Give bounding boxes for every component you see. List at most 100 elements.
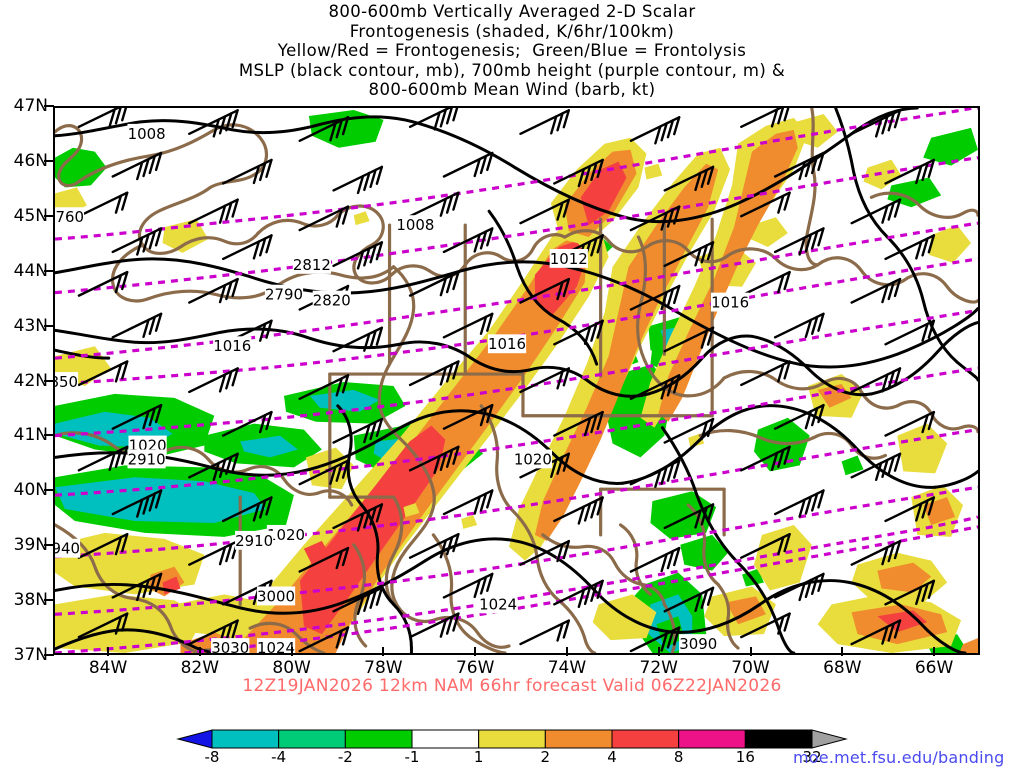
colorbar-band [544,729,613,749]
wind-barb [850,539,902,566]
x-tick-label: 82W [180,658,220,678]
wind-barb [663,503,715,530]
wind-barb [773,489,825,518]
y-tick-label: 46N [13,150,48,171]
svg-text:3090: 3090 [679,635,717,653]
colorbar-band [211,729,280,749]
colorbar [176,729,848,749]
wind-barb [442,403,494,430]
wind-barb [332,326,384,353]
wind-barb [884,579,936,606]
y-tick-label: 43N [13,315,48,336]
wind-barb [408,445,460,475]
svg-text:1020: 1020 [514,450,552,468]
wind-barb [740,270,791,297]
wind-barb [332,417,384,444]
wind-barb [850,452,902,482]
svg-text:2790: 2790 [265,286,303,304]
height-contour-label: 3090 [679,634,718,653]
wind-barb [519,619,571,646]
wind-barb [629,205,681,232]
wind-barb [442,572,494,599]
height-contour-label: 2820 [312,290,351,310]
x-tick-label: 72W [639,658,678,678]
colorbar-over-arrow [811,729,848,749]
wind-barb [773,572,825,602]
wind-barb [298,459,350,486]
wind-barb [519,198,571,225]
chart-title: 800-600mb Vertically Averaged 2-D Scalar… [0,2,1024,100]
x-tick-mark [657,647,660,656]
colorbar-tick-label: 8 [673,748,684,766]
wind-barb [77,445,129,472]
colorbar-tick-label: 16 [735,748,755,766]
wind-barb [740,612,791,639]
svg-text:1016: 1016 [711,294,749,312]
wind-barb [408,108,459,131]
svg-text:3030: 3030 [211,639,249,653]
title-line-3: Yellow/Red = Frontogenesis; Green/Blue =… [277,41,747,61]
x-tick-label: 70W [731,658,770,678]
wind-barb [332,165,384,195]
wind-barb [629,116,681,145]
wind-barbs [77,108,936,653]
wind-barb [408,533,460,559]
wind-barb [740,108,790,129]
colorbar-band [744,729,813,749]
x-tick-mark [382,647,385,656]
colorbar-tick-labels: -8 -4 -2 -1 1 2 4 8 16 32 [176,748,848,768]
y-tick-label: 44N [13,260,48,281]
svg-text:1020: 1020 [267,526,305,544]
wind-barb [884,496,936,523]
height-contour-label: 2910 [127,449,166,468]
wind-barb [663,165,715,192]
mslp-contour-label: 1016 [213,336,252,355]
x-tick-mark [474,647,477,656]
wind-barb [408,612,460,639]
x-tick-mark [749,647,752,656]
svg-text:1024: 1024 [479,595,517,613]
forecast-caption: 12Z19JAN2026 12km NAM 66hr forecast Vali… [242,676,782,696]
wind-barb [332,241,384,270]
height-contour-label: 2790 [264,284,304,304]
height-contour-label: 2812 [292,254,332,274]
wind-barb [850,277,902,304]
wind-barb [773,403,825,430]
wind-barb [111,312,163,339]
svg-text:1016: 1016 [488,335,526,353]
height-contour-label: 2910 [235,530,274,550]
colorbar-under-arrow [176,729,213,749]
colorbar-band [278,729,346,749]
wind-barb [553,410,604,437]
svg-text:1012: 1012 [550,250,588,268]
wind-barb [519,109,571,136]
x-tick-mark [933,647,936,656]
wind-barb [77,533,129,559]
wind-barb [298,205,350,232]
svg-text:2850: 2850 [55,373,78,391]
wind-barb [773,227,825,256]
wind-barb [77,191,129,218]
svg-text:2760: 2760 [55,208,84,226]
y-tick-label: 45N [13,205,48,226]
wind-barb [188,367,239,394]
wind-barb [111,403,163,430]
height-contour-label: 3030 [211,638,250,653]
x-axis: 84W 82W 80W 78W 76W 74W 72W 70W 68W 66W [0,647,1024,682]
wind-barb [740,360,791,387]
wind-barb [629,546,681,573]
map-plot-area: 1008 1008 1012 1016 1016 1016 1020 1020 1024 1024… [53,106,980,655]
x-tick-label: 80W [272,658,311,678]
mslp-contour-label: 1008 [127,123,166,143]
wind-barb [663,326,715,353]
y-tick-label: 40N [13,480,48,501]
wind-barb [221,410,273,437]
wind-barb [553,319,604,346]
colorbar-band [344,729,413,749]
contour-labels: 1008 1008 1012 1016 1016 1016 1020 1020 1024 1024… [55,123,750,653]
wind-barb [629,284,681,311]
wind-barb [773,151,825,181]
x-tick-mark [565,647,568,656]
x-tick-mark [107,647,110,656]
wind-barb [884,158,936,185]
